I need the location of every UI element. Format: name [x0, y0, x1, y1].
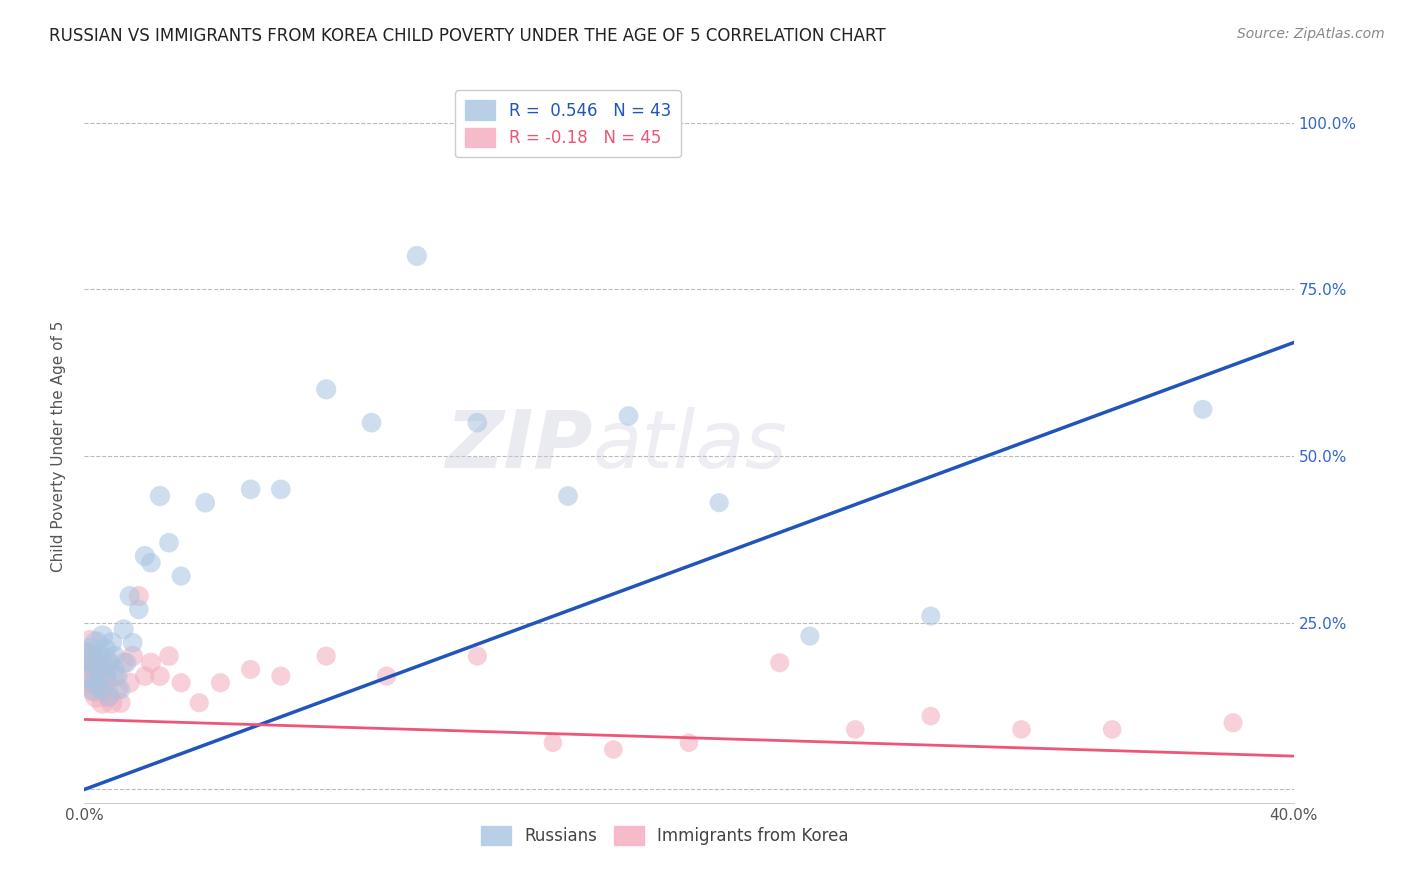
Point: [110, 696, 132, 710]
Point: [91, 629, 114, 643]
Point: [91, 696, 114, 710]
Point: [617, 409, 640, 423]
Point: [844, 723, 866, 737]
Point: [76, 649, 98, 664]
Point: [107, 682, 129, 697]
Point: [315, 382, 337, 396]
Point: [89, 662, 111, 676]
Point: [920, 609, 942, 624]
Point: [467, 649, 489, 664]
Point: [94, 642, 117, 657]
Point: [1192, 402, 1215, 417]
Text: RUSSIAN VS IMMIGRANTS FROM KOREA CHILD POVERTY UNDER THE AGE OF 5 CORRELATION CH: RUSSIAN VS IMMIGRANTS FROM KOREA CHILD P…: [49, 27, 886, 45]
Text: ZIP: ZIP: [444, 407, 592, 485]
Point: [110, 682, 132, 697]
Point: [270, 483, 292, 497]
Point: [89, 649, 111, 664]
Point: [121, 649, 143, 664]
Point: [100, 636, 122, 650]
Point: [315, 649, 337, 664]
Point: [100, 696, 122, 710]
Point: [194, 496, 217, 510]
Point: [89, 675, 111, 690]
Point: [406, 249, 429, 263]
Point: [97, 689, 120, 703]
Point: [82, 656, 104, 670]
Point: [1101, 723, 1123, 737]
Point: [1011, 723, 1033, 737]
Point: [91, 682, 114, 697]
Point: [107, 669, 129, 683]
Point: [79, 642, 101, 657]
Point: [678, 736, 700, 750]
Point: [709, 496, 731, 510]
Text: atlas: atlas: [592, 407, 787, 485]
Point: [128, 602, 150, 616]
Point: [79, 669, 101, 683]
Point: [128, 589, 150, 603]
Point: [82, 682, 104, 697]
Point: [149, 669, 172, 683]
Point: [79, 636, 101, 650]
Legend: Russians, Immigrants from Korea: Russians, Immigrants from Korea: [474, 819, 855, 852]
Point: [79, 675, 101, 690]
Text: Source: ZipAtlas.com: Source: ZipAtlas.com: [1237, 27, 1385, 41]
Point: [82, 682, 104, 697]
Point: [134, 549, 156, 563]
Point: [209, 675, 232, 690]
Point: [541, 736, 564, 750]
Point: [118, 589, 141, 603]
Point: [239, 662, 262, 676]
Point: [104, 669, 127, 683]
Point: [82, 656, 104, 670]
Point: [121, 636, 143, 650]
Point: [97, 656, 120, 670]
Point: [602, 742, 624, 756]
Point: [360, 416, 382, 430]
Point: [76, 669, 98, 683]
Point: [104, 662, 127, 676]
Point: [139, 556, 162, 570]
Point: [86, 675, 108, 690]
Point: [97, 656, 120, 670]
Point: [270, 669, 292, 683]
Point: [86, 636, 108, 650]
Point: [94, 669, 117, 683]
Point: [86, 689, 108, 703]
Point: [94, 662, 117, 676]
Point: [89, 649, 111, 664]
Point: [149, 489, 172, 503]
Point: [170, 569, 193, 583]
Y-axis label: Child Poverty Under the Age of 5: Child Poverty Under the Age of 5: [51, 320, 66, 572]
Point: [139, 656, 162, 670]
Point: [170, 675, 193, 690]
Point: [920, 709, 942, 723]
Point: [467, 416, 489, 430]
Point: [76, 649, 98, 664]
Point: [94, 675, 117, 690]
Point: [557, 489, 579, 503]
Point: [115, 656, 138, 670]
Point: [104, 649, 127, 664]
Point: [118, 675, 141, 690]
Point: [112, 656, 135, 670]
Point: [97, 689, 120, 703]
Point: [112, 623, 135, 637]
Point: [375, 669, 398, 683]
Point: [157, 649, 180, 664]
Point: [134, 669, 156, 683]
Point: [239, 483, 262, 497]
Point: [1222, 715, 1244, 730]
Point: [157, 535, 180, 549]
Point: [799, 629, 821, 643]
Point: [86, 662, 108, 676]
Point: [91, 682, 114, 697]
Point: [769, 656, 792, 670]
Point: [188, 696, 211, 710]
